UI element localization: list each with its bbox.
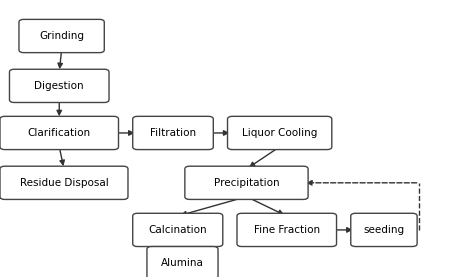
Text: Residue Disposal: Residue Disposal: [19, 178, 109, 188]
Text: Digestion: Digestion: [35, 81, 84, 91]
Text: Precipitation: Precipitation: [214, 178, 279, 188]
Text: Clarification: Clarification: [27, 128, 91, 138]
FancyBboxPatch shape: [9, 69, 109, 102]
FancyBboxPatch shape: [19, 19, 104, 53]
FancyBboxPatch shape: [147, 247, 218, 277]
Text: Grinding: Grinding: [39, 31, 84, 41]
FancyBboxPatch shape: [185, 166, 308, 199]
FancyBboxPatch shape: [0, 166, 128, 199]
FancyBboxPatch shape: [0, 116, 118, 150]
Text: Alumina: Alumina: [161, 258, 204, 268]
FancyBboxPatch shape: [133, 213, 223, 247]
FancyBboxPatch shape: [351, 213, 417, 247]
FancyBboxPatch shape: [228, 116, 332, 150]
FancyBboxPatch shape: [133, 116, 213, 150]
FancyBboxPatch shape: [237, 213, 337, 247]
Text: Fine Fraction: Fine Fraction: [254, 225, 320, 235]
Text: Liquor Cooling: Liquor Cooling: [242, 128, 318, 138]
Text: seeding: seeding: [364, 225, 404, 235]
Text: Filtration: Filtration: [150, 128, 196, 138]
Text: Calcination: Calcination: [148, 225, 207, 235]
